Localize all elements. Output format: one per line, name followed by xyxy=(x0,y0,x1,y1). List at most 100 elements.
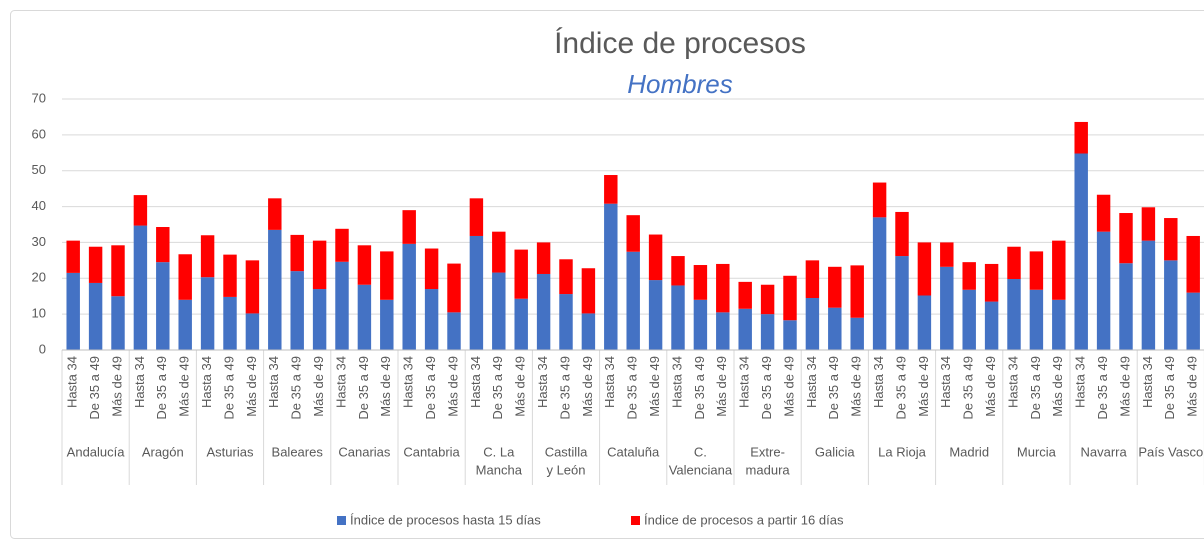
x-tick-label: Más de 49 xyxy=(1117,356,1132,417)
y-tick-label: 70 xyxy=(32,90,46,105)
x-tick-label: De 35 a 49 xyxy=(154,356,169,420)
bar-segment xyxy=(693,299,708,350)
y-tick-label: 0 xyxy=(39,341,46,356)
x-tick-label: De 35 a 49 xyxy=(1095,356,1110,420)
bar-segment xyxy=(424,248,439,290)
group-label: Andalucía xyxy=(67,444,126,459)
x-tick-label: De 35 a 49 xyxy=(759,356,774,420)
x-tick-label: Hasta 34 xyxy=(737,356,752,408)
bar-segment xyxy=(984,263,999,302)
bar-segment xyxy=(88,246,103,283)
bar-segment xyxy=(66,272,80,350)
x-tick-label: Hasta 34 xyxy=(65,356,80,408)
bar-segment xyxy=(492,231,506,273)
x-tick-label: De 35 a 49 xyxy=(1028,356,1043,420)
bar-segment xyxy=(1074,121,1088,154)
bar-segment xyxy=(268,229,282,350)
bar-segment xyxy=(1119,213,1133,264)
group-label: Cataluña xyxy=(607,444,660,459)
bar-segment xyxy=(200,235,215,278)
bar-segment xyxy=(447,312,461,350)
group-label: Mancha xyxy=(476,462,523,477)
bar-segment xyxy=(671,285,685,350)
x-tick-label: Hasta 34 xyxy=(871,356,886,408)
x-tick-label: De 35 a 49 xyxy=(1162,356,1177,420)
bar-segment xyxy=(380,299,394,350)
x-tick-label: Más de 49 xyxy=(916,356,931,417)
x-tick-label: Hasta 34 xyxy=(333,356,348,408)
bar-segment xyxy=(133,225,148,350)
bar-segment xyxy=(402,210,416,244)
group-label: C. xyxy=(694,444,707,459)
bar-segment xyxy=(828,266,842,308)
bar-segment xyxy=(469,198,484,236)
legend-swatch xyxy=(337,516,346,525)
bar-segment xyxy=(1007,246,1021,280)
group-label: Baleares xyxy=(272,444,324,459)
bar-segment xyxy=(536,242,551,274)
x-tick-label: Hasta 34 xyxy=(468,356,483,408)
bar-segment xyxy=(1029,251,1044,290)
x-tick-label: De 35 a 49 xyxy=(692,356,707,420)
bar-segment xyxy=(760,284,775,315)
group-label: Navarra xyxy=(1080,444,1127,459)
bar-segment xyxy=(514,298,528,350)
bar-segment xyxy=(917,295,932,350)
bar-segment xyxy=(1186,235,1200,293)
group-label: La Rioja xyxy=(878,444,926,459)
x-tick-label: Más de 49 xyxy=(714,356,729,417)
x-tick-label: Hasta 34 xyxy=(669,356,684,408)
x-tick-label: Hasta 34 xyxy=(1140,356,1155,408)
chart-subtitle: Hombres xyxy=(627,69,732,99)
x-tick-label: Más de 49 xyxy=(1050,356,1065,417)
group-label: madura xyxy=(746,462,791,477)
bar-segment xyxy=(783,275,797,321)
x-tick-label: De 35 a 49 xyxy=(961,356,976,420)
bar-segment xyxy=(760,314,775,350)
bar-segment xyxy=(1007,279,1021,350)
x-tick-label: Más de 49 xyxy=(109,356,124,417)
bar-segment xyxy=(380,251,394,300)
y-tick-label: 60 xyxy=(32,126,46,141)
bar-segment xyxy=(1141,240,1156,350)
legend-label: Índice de procesos a partir 16 días xyxy=(644,512,844,527)
x-tick-label: De 35 a 49 xyxy=(625,356,640,420)
group-label: Cantabria xyxy=(403,444,460,459)
bar-segment xyxy=(312,289,327,350)
y-tick-label: 10 xyxy=(32,306,46,321)
bar-segment xyxy=(133,195,148,226)
bar-segment xyxy=(357,284,372,350)
x-tick-label: De 35 a 49 xyxy=(893,356,908,420)
x-tick-label: Hasta 34 xyxy=(804,356,819,408)
legend-swatch xyxy=(631,516,640,525)
bar-segment xyxy=(200,277,215,350)
bar-segment xyxy=(716,263,730,313)
bar-segment xyxy=(335,228,349,262)
x-tick-label: De 35 a 49 xyxy=(356,356,371,420)
bar-segment xyxy=(1096,194,1111,232)
x-tick-label: Más de 49 xyxy=(983,356,998,417)
bar-segment xyxy=(245,260,260,314)
x-tick-label: Más de 49 xyxy=(244,356,259,417)
bar-segment xyxy=(335,261,349,350)
x-tick-label: De 35 a 49 xyxy=(221,356,236,420)
bar-segment xyxy=(1074,153,1088,350)
bar-segment xyxy=(469,235,484,350)
x-tick-label: Más de 49 xyxy=(311,356,326,417)
bar-segment xyxy=(402,243,416,350)
group-label: País Vasco xyxy=(1138,444,1203,459)
x-tick-label: Más de 49 xyxy=(849,356,864,417)
group-label: Asturias xyxy=(207,444,254,459)
bar-segment xyxy=(581,268,596,314)
bar-segment xyxy=(357,245,372,285)
x-tick-label: De 35 a 49 xyxy=(557,356,572,420)
bar-segment xyxy=(738,308,752,350)
bar-segment xyxy=(604,175,618,204)
bar-segment xyxy=(940,242,954,267)
x-tick-label: Más de 49 xyxy=(378,356,393,417)
bar-segment xyxy=(178,254,192,300)
bar-segment xyxy=(312,240,327,290)
bar-segment xyxy=(559,259,573,295)
group-label: Galicia xyxy=(815,444,856,459)
